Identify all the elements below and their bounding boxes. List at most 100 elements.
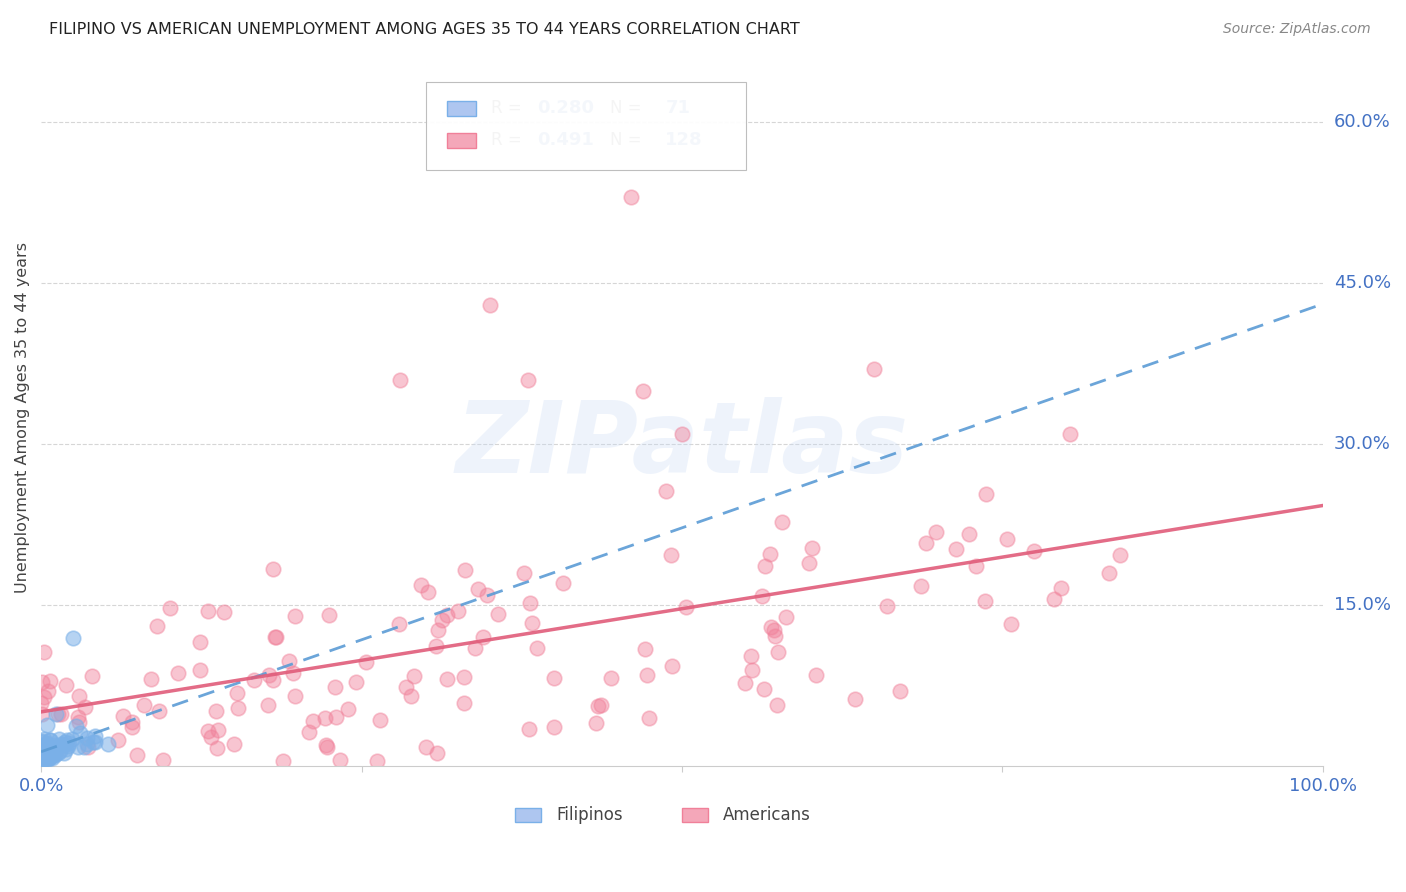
Point bbox=[447, 604, 470, 618]
Point bbox=[76, 737, 98, 751]
Point bbox=[427, 623, 450, 637]
Point bbox=[73, 700, 96, 714]
Point bbox=[53, 746, 76, 760]
Point bbox=[284, 689, 307, 703]
Text: 0.491: 0.491 bbox=[537, 131, 593, 149]
Point bbox=[37, 751, 59, 765]
Bar bbox=[516, 808, 541, 822]
Point bbox=[32, 690, 55, 705]
Point bbox=[336, 702, 359, 716]
Point bbox=[37, 745, 59, 759]
Point bbox=[167, 665, 190, 680]
Point bbox=[368, 713, 391, 727]
Point bbox=[141, 673, 163, 687]
Point bbox=[974, 593, 997, 607]
Point bbox=[34, 741, 56, 756]
Point bbox=[48, 731, 70, 746]
Point bbox=[80, 669, 103, 683]
Point bbox=[762, 623, 785, 637]
Point bbox=[766, 698, 789, 712]
Point bbox=[32, 744, 55, 758]
Point bbox=[224, 737, 246, 751]
Text: R =: R = bbox=[491, 99, 527, 118]
Point bbox=[30, 739, 52, 753]
Point bbox=[46, 746, 69, 760]
Text: 15.0%: 15.0% bbox=[1334, 597, 1391, 615]
Text: 60.0%: 60.0% bbox=[1334, 113, 1391, 131]
Point bbox=[740, 648, 762, 663]
Text: Americans: Americans bbox=[723, 806, 811, 824]
Point bbox=[256, 698, 278, 712]
Point bbox=[207, 741, 229, 756]
Point bbox=[344, 674, 367, 689]
Point bbox=[76, 731, 98, 745]
Point bbox=[262, 673, 284, 687]
Point bbox=[37, 684, 59, 698]
Point bbox=[37, 739, 59, 754]
Point bbox=[204, 704, 226, 718]
Point bbox=[636, 668, 658, 682]
Point bbox=[125, 747, 148, 762]
Point bbox=[467, 582, 489, 596]
Point bbox=[32, 739, 55, 754]
Point bbox=[263, 630, 285, 644]
Point bbox=[76, 740, 98, 755]
Point bbox=[1022, 544, 1045, 558]
Point bbox=[453, 696, 475, 710]
Point bbox=[734, 676, 756, 690]
Point bbox=[472, 630, 495, 644]
Point bbox=[316, 739, 339, 754]
Point bbox=[52, 739, 75, 753]
Point bbox=[73, 740, 96, 755]
Point bbox=[797, 556, 820, 570]
Point bbox=[775, 609, 797, 624]
Point bbox=[517, 373, 540, 387]
Point bbox=[82, 734, 104, 748]
Point bbox=[49, 706, 72, 721]
Point bbox=[1108, 549, 1130, 563]
Point bbox=[478, 298, 501, 312]
Bar bbox=[447, 133, 475, 148]
Point bbox=[35, 747, 58, 761]
Point bbox=[395, 680, 418, 694]
Point bbox=[995, 532, 1018, 546]
Point bbox=[197, 724, 219, 739]
Point bbox=[31, 674, 53, 689]
Point bbox=[55, 732, 77, 747]
Point bbox=[399, 690, 422, 704]
Point bbox=[31, 734, 53, 748]
Point bbox=[34, 731, 56, 746]
Text: N =: N = bbox=[610, 131, 647, 149]
Text: 0.280: 0.280 bbox=[537, 99, 595, 118]
Point bbox=[38, 751, 60, 765]
Point bbox=[910, 579, 932, 593]
Point bbox=[271, 754, 294, 768]
Point bbox=[754, 559, 776, 574]
Y-axis label: Unemployment Among Ages 35 to 44 years: Unemployment Among Ages 35 to 44 years bbox=[15, 242, 30, 593]
Point bbox=[638, 711, 661, 725]
FancyBboxPatch shape bbox=[426, 82, 747, 169]
Text: Source: ZipAtlas.com: Source: ZipAtlas.com bbox=[1223, 22, 1371, 37]
Point bbox=[44, 740, 66, 755]
Point bbox=[31, 739, 53, 754]
Point bbox=[60, 732, 83, 747]
Point bbox=[974, 487, 997, 501]
Point bbox=[37, 752, 59, 766]
Point bbox=[314, 711, 336, 725]
Point bbox=[31, 751, 53, 765]
Point bbox=[121, 714, 143, 729]
Point bbox=[35, 718, 58, 732]
Point bbox=[212, 606, 235, 620]
Point bbox=[31, 749, 53, 764]
Point bbox=[426, 746, 449, 760]
Point bbox=[409, 578, 432, 592]
Point bbox=[200, 731, 222, 745]
Point bbox=[31, 734, 53, 748]
Text: ZIPatlas: ZIPatlas bbox=[456, 397, 908, 494]
Point bbox=[35, 736, 58, 750]
Text: 71: 71 bbox=[665, 99, 690, 118]
Point bbox=[32, 741, 55, 756]
Point bbox=[329, 753, 352, 767]
Point bbox=[41, 742, 63, 756]
Point bbox=[284, 609, 307, 624]
